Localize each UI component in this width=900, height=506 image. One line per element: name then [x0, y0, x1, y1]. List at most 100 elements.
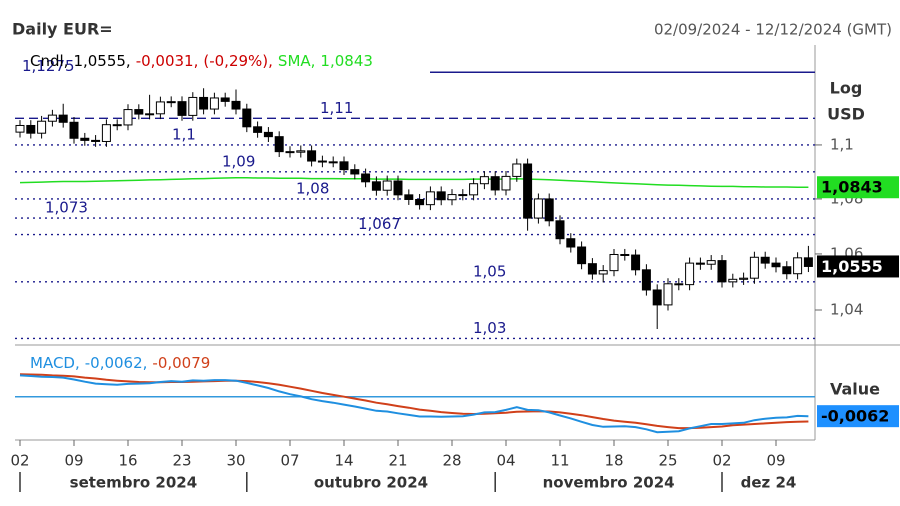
candle-body [620, 253, 630, 256]
candle-body [577, 246, 587, 265]
candle-body [555, 220, 565, 240]
candle-body [404, 194, 414, 200]
candle-body [339, 161, 349, 171]
candle-body [458, 194, 468, 197]
candle-body [209, 97, 219, 110]
candle-body [706, 260, 716, 265]
x-tick-label: 09 [766, 452, 785, 470]
x-tick-label: 28 [442, 452, 461, 470]
candle-body [69, 121, 79, 139]
signal-legend-value: -0,0079 [152, 354, 211, 372]
macd-line [19, 374, 809, 434]
candle-body [447, 194, 457, 201]
x-tick-label: 21 [388, 452, 407, 470]
candle-body [512, 163, 522, 177]
x-tick-label: 30 [226, 452, 245, 470]
y-tick-label: 1,1 [830, 135, 854, 153]
candle-body [641, 269, 651, 291]
level-label: 1,073 [45, 199, 88, 217]
candle-body [37, 120, 47, 134]
sma-box [817, 176, 899, 199]
candle-body [685, 262, 695, 286]
candle-body [145, 113, 155, 116]
sma-box-label: 1,0843 [821, 178, 883, 197]
macd-legend: MACD, -0,0062, -0,0079 [30, 354, 210, 372]
candle-body [134, 109, 144, 115]
candle-body [91, 139, 101, 142]
candle-body [317, 160, 327, 163]
candle-body [415, 198, 425, 206]
x-tick-label: 14 [334, 452, 353, 470]
date-range: 02/09/2024 - 12/12/2024 (GMT) [654, 21, 892, 39]
sma-line [19, 177, 809, 188]
candle-body [199, 96, 209, 110]
month-label: dez 24 [741, 474, 797, 492]
x-tick-label: 07 [280, 452, 299, 470]
candle-body [123, 109, 133, 126]
candle-body [220, 97, 230, 102]
candle-body [393, 180, 403, 196]
price-box-label: 1,0555 [821, 257, 883, 276]
candle-body [231, 100, 241, 110]
price-legend: Cndl, 1,0555, -0,0031, (-0,29%), SMA, 1,… [30, 52, 373, 70]
candle-body [188, 96, 198, 116]
candle-body [58, 114, 68, 123]
candle-body [479, 176, 489, 185]
candle-body [533, 198, 543, 219]
legend-change-pct: (-0,29%), [203, 52, 273, 70]
candle-body [695, 262, 705, 265]
candle-body [760, 256, 770, 264]
x-tick-label: 16 [118, 452, 137, 470]
x-tick-label: 25 [658, 452, 677, 470]
candle-body [112, 124, 122, 127]
candle-body [242, 108, 252, 128]
y-axis-unit: USD [827, 105, 865, 124]
candle-body [274, 136, 284, 153]
x-tick-label: 04 [496, 452, 515, 470]
candle-body [771, 262, 781, 268]
x-tick-label: 11 [550, 452, 569, 470]
month-label: novembro 2024 [543, 474, 675, 492]
candle-body [717, 260, 727, 283]
x-tick-label: 09 [64, 452, 83, 470]
level-label: 1,1 [172, 125, 196, 143]
candle-body [609, 253, 619, 272]
macd-legend-value: -0,0062, [84, 354, 148, 372]
x-tick-label: 02 [10, 452, 29, 470]
candle-body [469, 183, 479, 196]
legend-close: 1,0555, [73, 52, 131, 70]
candle-body [728, 278, 738, 283]
candle-body [26, 124, 36, 134]
level-label: 1,11 [320, 99, 353, 117]
candle-body [436, 191, 446, 201]
candle-body [371, 181, 381, 191]
y-axis-title: Log [830, 79, 863, 98]
candle-body [47, 114, 57, 122]
candle-body [566, 238, 576, 248]
x-tick-label: 02 [712, 452, 731, 470]
candle-body [155, 101, 165, 115]
month-label: setembro 2024 [70, 474, 198, 492]
candle-body [166, 101, 176, 104]
candle-body [253, 126, 263, 133]
candle-body [177, 101, 187, 116]
candle-body [101, 124, 111, 142]
candle-body [15, 124, 25, 133]
candle-body [663, 283, 673, 306]
level-label: 1,09 [222, 152, 255, 170]
month-label: outubro 2024 [314, 474, 428, 492]
level-label: 1,1275 [22, 57, 75, 75]
candle-body [793, 257, 803, 275]
x-tick-label: 23 [172, 452, 191, 470]
level-label: 1,05 [473, 262, 506, 280]
signal-line [19, 373, 809, 430]
candle-body [382, 180, 392, 191]
macd-axis-title: Value [830, 380, 880, 399]
candle-body [425, 191, 435, 206]
candle-body [501, 175, 511, 191]
price-box [817, 255, 899, 278]
candle-body [263, 131, 273, 138]
chart-title: Daily EUR= [12, 20, 113, 39]
